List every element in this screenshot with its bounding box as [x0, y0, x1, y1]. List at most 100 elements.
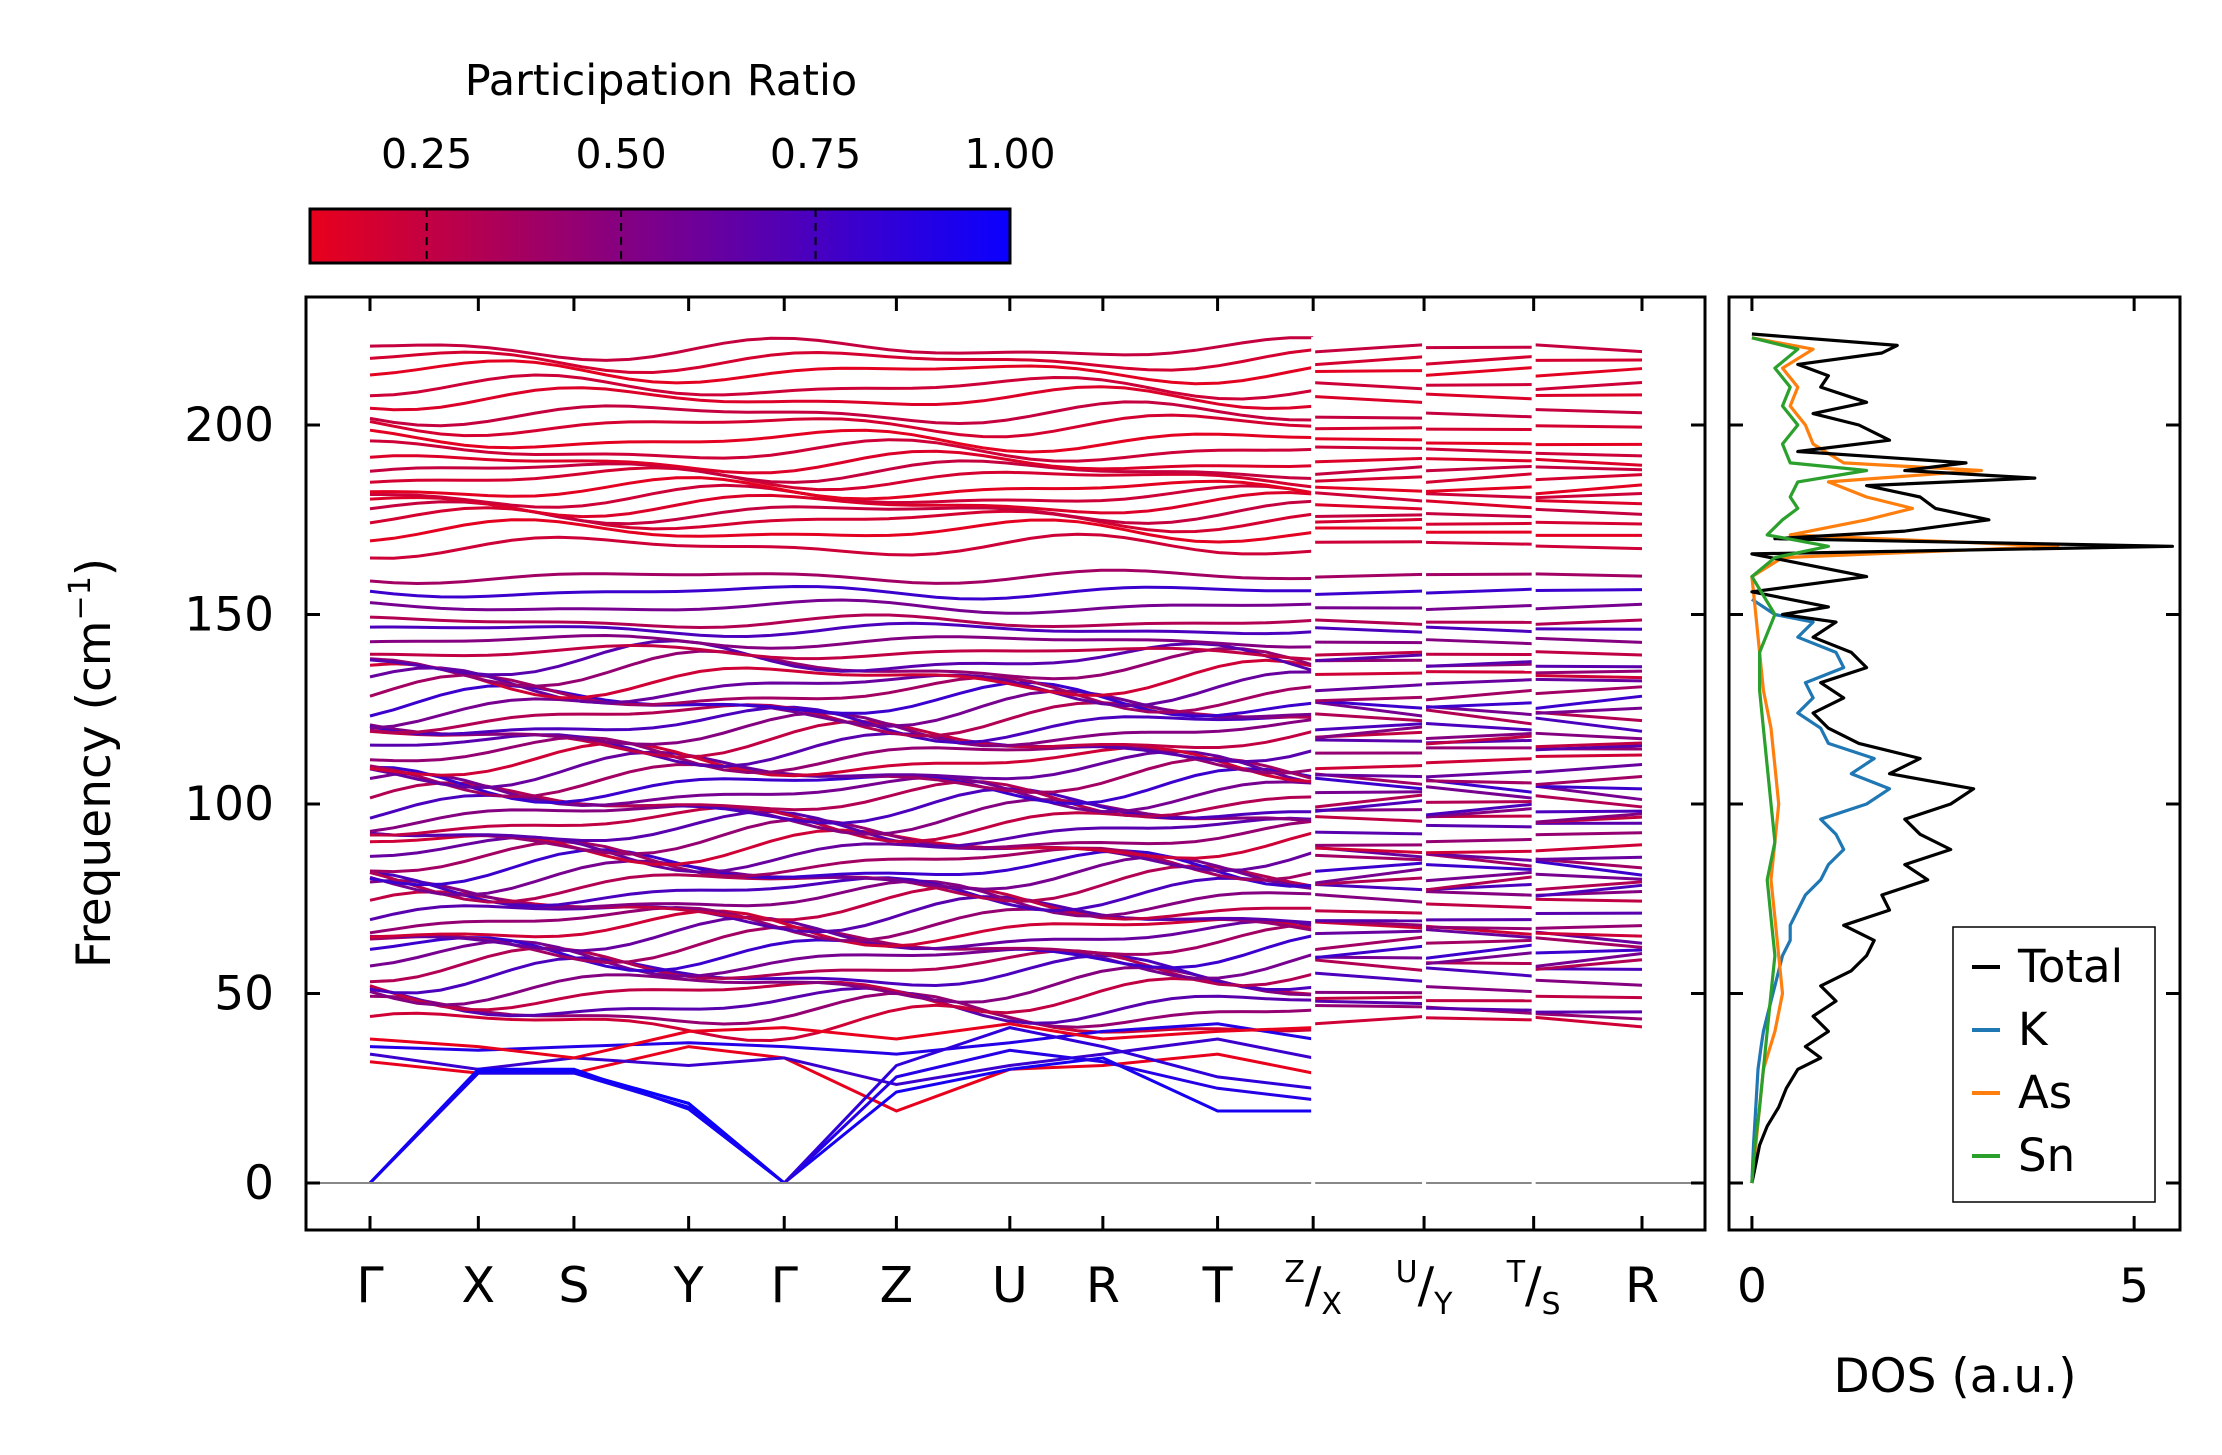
x-tick-label: R	[1086, 1257, 1120, 1314]
band-line	[369, 923, 1314, 965]
band-line	[369, 336, 1314, 362]
dos-x-tick-label: 0	[1737, 1259, 1767, 1314]
y-tick-label: 100	[184, 777, 274, 832]
acoustic-branch	[368, 1069, 786, 1185]
band-line	[1533, 958, 1643, 972]
band-line	[1313, 909, 1425, 915]
band-line	[1533, 473, 1643, 482]
band-line	[369, 1037, 1314, 1087]
band-line	[1533, 669, 1643, 675]
band-line	[1533, 685, 1643, 696]
x-tick-label: Γ	[356, 1257, 384, 1314]
dos-legend: Total K As Sn	[1952, 926, 2156, 1203]
band-line	[1424, 512, 1534, 519]
band-line	[1423, 701, 1534, 709]
band-line	[1533, 809, 1643, 814]
band-line	[1313, 725, 1425, 740]
band-line	[1313, 790, 1425, 795]
band-line	[1423, 927, 1534, 940]
dos-x-tick-label: 5	[2119, 1259, 2149, 1314]
band-line	[1533, 507, 1643, 516]
segment-break	[1422, 337, 1427, 1190]
band-line	[1313, 815, 1425, 823]
band-line	[1533, 843, 1643, 853]
band-line	[369, 771, 1314, 814]
x-tick-label: Z/X	[1284, 1255, 1342, 1322]
band-line	[369, 658, 1314, 700]
band-line	[1313, 485, 1425, 493]
band-line	[1313, 540, 1425, 544]
band-line	[369, 741, 1314, 784]
band-line	[1313, 513, 1425, 519]
x-tick-label: R	[1625, 1257, 1659, 1314]
band-line	[369, 986, 1314, 1025]
x-tick-label-sup: T	[1506, 1255, 1526, 1290]
band-line	[1313, 971, 1425, 983]
colorbar-tick-label: 0.50	[575, 130, 666, 178]
acoustic-branch	[783, 1048, 1314, 1185]
legend-label: Total	[2017, 940, 2123, 993]
band-line	[1533, 897, 1643, 903]
band-line	[1313, 618, 1425, 627]
band-line	[369, 1022, 1314, 1056]
band-line	[369, 673, 1314, 714]
band-line	[1533, 731, 1643, 741]
band-line	[1423, 638, 1534, 646]
band-line	[369, 413, 1314, 439]
band-line	[1424, 837, 1534, 844]
band-line	[1423, 785, 1534, 800]
band-line	[369, 895, 1314, 934]
band-line	[1313, 653, 1425, 663]
band-line	[1313, 843, 1425, 847]
band-line	[1423, 985, 1534, 994]
band-line	[1313, 876, 1425, 886]
band-line	[1313, 343, 1425, 354]
band-line	[369, 689, 1314, 730]
band-line	[1424, 889, 1534, 897]
band-line	[1313, 853, 1425, 862]
band-line	[369, 840, 1314, 882]
segment-break	[1311, 337, 1316, 1190]
band-line	[1313, 846, 1425, 855]
band-line	[1424, 925, 1534, 931]
band-line	[369, 428, 1314, 454]
band-line	[1313, 445, 1425, 450]
band-line	[1313, 722, 1425, 732]
band-line	[1313, 882, 1425, 892]
band-line	[369, 939, 1314, 980]
y-axis-label: Frequency (cm−1)	[63, 558, 122, 968]
band-line	[1313, 861, 1425, 873]
band-line	[1533, 924, 1643, 930]
band-line	[1313, 1015, 1425, 1026]
band-line	[369, 705, 1314, 745]
band-line	[1533, 424, 1643, 429]
band-line	[1533, 393, 1643, 398]
band-line	[1424, 441, 1534, 446]
band-line	[1313, 355, 1425, 367]
band-line	[1424, 383, 1534, 387]
legend-label: As	[2018, 1066, 2072, 1119]
band-line	[1533, 855, 1643, 861]
band-line	[1533, 794, 1643, 809]
band-line	[1423, 660, 1534, 668]
band-y-axis: 0 50 100 150 200	[184, 398, 1705, 1211]
acoustic-branch	[783, 1056, 1314, 1185]
band-lines	[368, 336, 1643, 1185]
band-line	[369, 490, 1314, 519]
band-line	[1424, 800, 1534, 804]
dos-curves	[1750, 332, 2174, 1184]
band-line	[1533, 674, 1643, 680]
band-line	[1313, 381, 1425, 391]
band-line	[369, 666, 1314, 708]
x-tick-label: U/Y	[1396, 1255, 1453, 1322]
band-line	[1533, 457, 1643, 467]
band-line	[1533, 498, 1643, 506]
x-tick-label-sub: Y	[1433, 1287, 1453, 1322]
band-line	[1423, 485, 1534, 493]
band-line	[1424, 1006, 1534, 1012]
band-line	[1533, 650, 1643, 657]
